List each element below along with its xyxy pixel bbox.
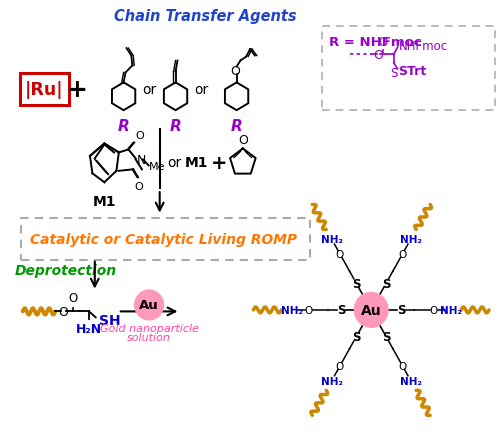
Text: O: O xyxy=(230,65,240,78)
Text: or: or xyxy=(167,156,181,170)
Text: S: S xyxy=(337,304,345,317)
Text: O: O xyxy=(374,49,384,61)
Text: NHFmoc: NHFmoc xyxy=(398,40,448,53)
Text: O: O xyxy=(134,181,143,191)
Text: solution: solution xyxy=(127,332,171,343)
Text: H₂N: H₂N xyxy=(76,323,102,336)
Text: O: O xyxy=(398,361,406,371)
Circle shape xyxy=(134,290,164,320)
Text: S: S xyxy=(352,277,360,290)
FancyBboxPatch shape xyxy=(21,218,310,261)
Text: Au: Au xyxy=(139,299,159,312)
Text: |Ru|: |Ru| xyxy=(25,81,64,99)
Text: +: + xyxy=(66,78,87,102)
Text: N: N xyxy=(136,154,146,166)
Text: +: + xyxy=(210,153,227,173)
Text: Au: Au xyxy=(361,303,382,317)
Text: R: R xyxy=(170,119,181,134)
Text: Catalytic or Catalytic Living ROMP: Catalytic or Catalytic Living ROMP xyxy=(30,232,296,246)
Text: O: O xyxy=(336,361,344,371)
Text: NH₂: NH₂ xyxy=(320,234,342,244)
Text: O: O xyxy=(135,131,144,141)
Text: Me: Me xyxy=(149,162,166,172)
Text: O: O xyxy=(336,249,344,259)
Text: NH₂: NH₂ xyxy=(400,376,422,386)
Text: O: O xyxy=(58,305,68,318)
Text: O: O xyxy=(68,292,78,305)
Text: O: O xyxy=(378,36,388,49)
Text: O: O xyxy=(238,134,248,147)
Text: Gold nanoparticle: Gold nanoparticle xyxy=(100,324,198,334)
Text: or: or xyxy=(142,83,156,97)
Text: Deprotection: Deprotection xyxy=(15,264,117,278)
FancyBboxPatch shape xyxy=(20,74,70,106)
Text: NH₂: NH₂ xyxy=(320,376,342,386)
Text: R: R xyxy=(118,119,130,134)
Circle shape xyxy=(354,293,388,328)
Text: STrt: STrt xyxy=(398,65,427,78)
Text: S: S xyxy=(352,330,360,343)
Text: Chain Transfer Agents: Chain Transfer Agents xyxy=(114,9,296,24)
Text: SH: SH xyxy=(98,313,120,327)
Text: O: O xyxy=(430,305,438,315)
Text: O: O xyxy=(304,305,313,315)
Text: S: S xyxy=(390,67,398,80)
Text: R: R xyxy=(230,119,242,134)
Text: O: O xyxy=(398,249,406,259)
Text: M1: M1 xyxy=(92,195,116,208)
Text: S: S xyxy=(397,304,406,317)
Text: M1: M1 xyxy=(185,156,208,170)
Text: NH₂: NH₂ xyxy=(281,305,303,315)
Text: NH₂: NH₂ xyxy=(400,234,422,244)
Text: S: S xyxy=(382,330,390,343)
Text: NH₂: NH₂ xyxy=(440,305,462,315)
Text: S: S xyxy=(382,277,390,290)
Text: R = NHFmoc: R = NHFmoc xyxy=(330,35,422,49)
Text: or: or xyxy=(194,83,208,97)
